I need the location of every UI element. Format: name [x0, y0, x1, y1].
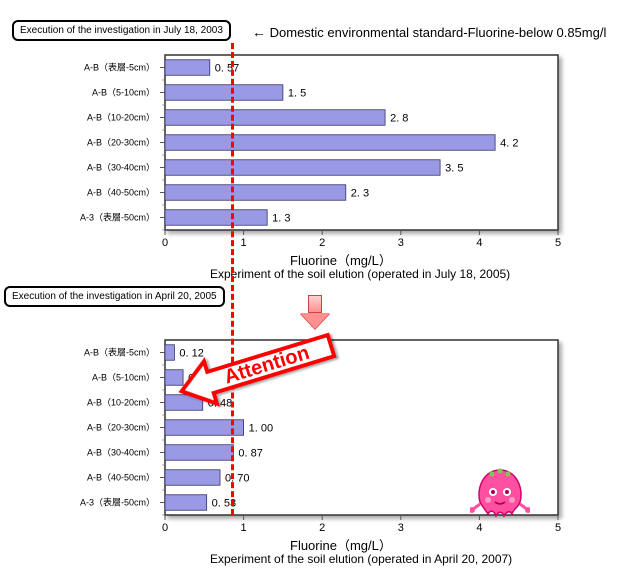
- svg-text:2. 3: 2. 3: [351, 188, 369, 200]
- svg-text:A-B（5-10cm）: A-B（5-10cm）: [92, 373, 155, 383]
- svg-text:A-B（10-20cm）: A-B（10-20cm）: [87, 398, 155, 408]
- svg-text:0. 23: 0. 23: [188, 373, 212, 385]
- svg-text:0: 0: [162, 237, 168, 249]
- svg-text:A-B（20-30cm）: A-B（20-30cm）: [87, 423, 155, 433]
- threshold-line: [231, 43, 234, 515]
- svg-text:2: 2: [319, 522, 325, 534]
- svg-text:1: 1: [241, 522, 247, 534]
- svg-text:A-B（20-30cm）: A-B（20-30cm）: [87, 138, 155, 148]
- svg-text:A-B（40-50cm）: A-B（40-50cm）: [87, 473, 155, 483]
- svg-text:0. 87: 0. 87: [238, 448, 262, 460]
- svg-text:3. 5: 3. 5: [445, 163, 463, 175]
- svg-text:1: 1: [241, 237, 247, 249]
- svg-text:5: 5: [555, 522, 561, 534]
- svg-text:0. 12: 0. 12: [179, 348, 203, 360]
- svg-text:A-B（40-50cm）: A-B（40-50cm）: [87, 188, 155, 198]
- chart-2005: 0 1 2 3 4 5 A-B（表層-5cm） 0. 12 A-B（5-10cm） 0. 23 A-…: [0, 285, 625, 545]
- svg-text:A-B（5-10cm）: A-B（5-10cm）: [92, 88, 155, 98]
- svg-text:0. 48: 0. 48: [208, 398, 232, 410]
- svg-text:2. 8: 2. 8: [390, 113, 408, 125]
- svg-text:0. 70: 0. 70: [225, 473, 249, 485]
- chart-2005-svg: 0 1 2 3 4 5 A-B（表層-5cm） 0. 12 A-B（5-10cm） 0. 23 A-…: [0, 285, 625, 545]
- svg-text:1. 5: 1. 5: [288, 88, 306, 100]
- chart2-subtitle: Experiment of the soil elution (operated…: [210, 552, 512, 566]
- svg-text:A-B（表層-5cm）: A-B（表層-5cm）: [84, 62, 155, 73]
- svg-text:4: 4: [476, 237, 482, 249]
- svg-text:3: 3: [398, 237, 404, 249]
- chart-2003: 0 1 2 3 4 5 A-B（表層-5cm） 0. 57 A-B（5-10cm） 1. 5 A-B…: [0, 0, 625, 260]
- svg-text:4. 2: 4. 2: [500, 138, 518, 150]
- chart-2003-svg: 0 1 2 3 4 5 A-B（表層-5cm） 0. 57 A-B（5-10cm） 1. 5 A-B…: [0, 0, 625, 260]
- svg-text:A-B（30-40cm）: A-B（30-40cm）: [87, 163, 155, 173]
- svg-text:A-B（10-20cm）: A-B（10-20cm）: [87, 113, 155, 123]
- svg-text:4: 4: [476, 522, 482, 534]
- svg-text:1. 00: 1. 00: [249, 423, 273, 435]
- svg-text:3: 3: [398, 522, 404, 534]
- svg-text:0. 57: 0. 57: [215, 63, 239, 75]
- svg-text:0: 0: [162, 522, 168, 534]
- svg-text:A-B（表層-5cm）: A-B（表層-5cm）: [84, 347, 155, 358]
- svg-text:1. 3: 1. 3: [272, 213, 290, 225]
- svg-text:5: 5: [555, 237, 561, 249]
- svg-text:2: 2: [319, 237, 325, 249]
- svg-text:A-3（表層-50cm）: A-3（表層-50cm）: [80, 212, 155, 223]
- svg-text:A-B（30-40cm）: A-B（30-40cm）: [87, 448, 155, 458]
- chart1-subtitle: Experiment of the soil elution (operated…: [210, 267, 510, 281]
- svg-text:A-3（表層-50cm）: A-3（表層-50cm）: [80, 497, 155, 508]
